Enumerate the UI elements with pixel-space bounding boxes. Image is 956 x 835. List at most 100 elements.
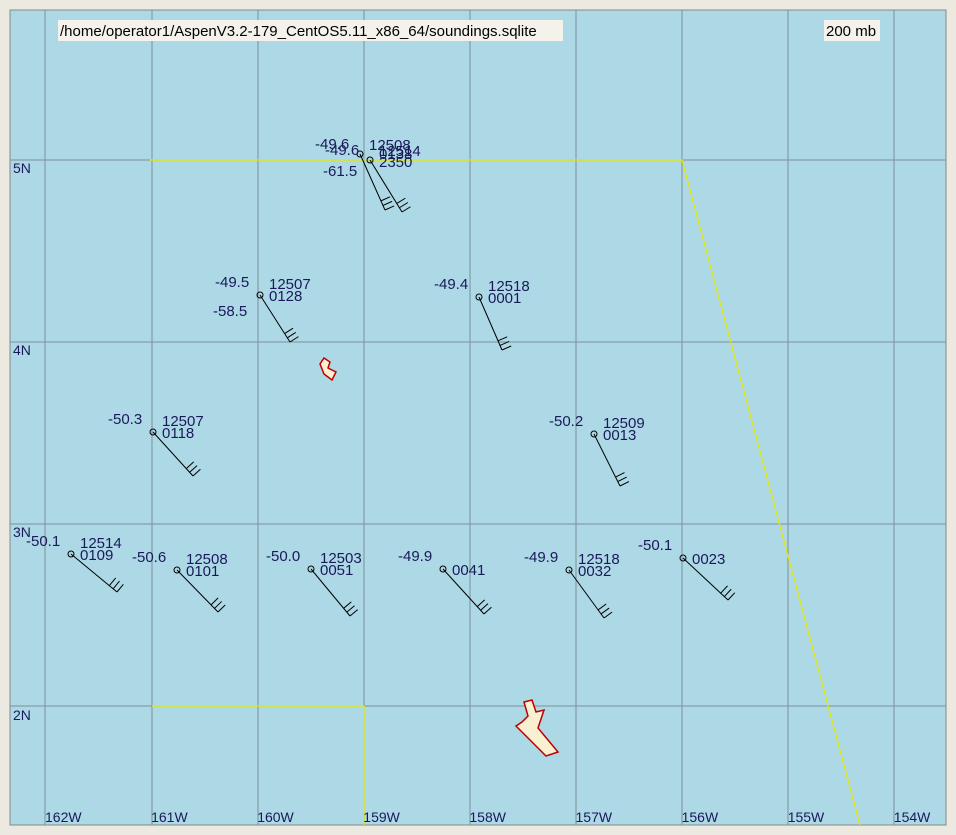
- time: 0013: [603, 427, 636, 444]
- barb-feather: [499, 340, 510, 346]
- barb-feather: [112, 580, 120, 590]
- islands: [319, 356, 560, 757]
- station-id: 12518: [488, 278, 530, 295]
- barb-feather: [720, 585, 728, 594]
- barb-staff: [310, 568, 351, 617]
- time: 0023: [692, 551, 725, 568]
- station-id: 12507: [162, 413, 204, 430]
- map-area: [9, 9, 947, 826]
- time: 0138: [379, 146, 412, 163]
- barb-feather: [116, 583, 124, 593]
- barb-feather: [723, 588, 732, 597]
- station-id: 12508: [186, 551, 228, 568]
- barb-feather: [483, 606, 492, 615]
- station-marker: [475, 293, 483, 301]
- station-marker: [307, 565, 315, 573]
- temperature: -50.1: [26, 533, 60, 550]
- barb-feather: [597, 603, 607, 611]
- barb-staff: [682, 557, 729, 601]
- time: 0041: [452, 562, 485, 579]
- level-box: [824, 20, 880, 41]
- barb-feather: [600, 607, 610, 615]
- dewpoint: -58.5: [213, 303, 247, 320]
- time: 0101: [186, 563, 219, 580]
- station-marker: [366, 156, 374, 164]
- station-id: 12509: [603, 415, 645, 432]
- barb-feather: [497, 336, 508, 342]
- station-marker: [565, 566, 573, 574]
- barb-feather: [349, 609, 359, 617]
- boundary: [150, 159, 861, 826]
- lat-label: 3N: [13, 524, 31, 540]
- barb-feather: [603, 611, 613, 619]
- barb-feather: [380, 196, 391, 202]
- station: -49.6 12508: [315, 136, 411, 211]
- barb-feather: [476, 599, 485, 607]
- barb-staff: [152, 431, 194, 477]
- barb-feather: [501, 345, 512, 351]
- file-path: /home/operator1/AspenV3.2-179_CentOS5.11…: [60, 23, 537, 40]
- temperature: -50.0: [266, 548, 300, 565]
- barb-staff: [442, 568, 485, 615]
- lat-label: 2N: [13, 707, 31, 723]
- dewpoint: -61.5: [323, 163, 357, 180]
- temperature: -50.3: [108, 411, 142, 428]
- barb-feather: [396, 197, 406, 204]
- station-id: 12503: [320, 550, 362, 567]
- lon-label: 158W: [469, 809, 506, 825]
- barb-feather: [480, 603, 489, 611]
- temperature: -49.6: [315, 136, 349, 153]
- barb-feather: [401, 206, 411, 213]
- barb-feather: [185, 461, 195, 469]
- time: 0051: [320, 562, 353, 579]
- barb-feather: [192, 468, 201, 477]
- station-id: 12514: [80, 535, 122, 552]
- barb-staff: [70, 553, 118, 593]
- barb-staff: [593, 433, 621, 487]
- barb-feather: [343, 601, 352, 609]
- temperature: -50.6: [132, 549, 166, 566]
- barb-feather: [189, 465, 198, 473]
- time: 2350: [379, 154, 412, 171]
- temperature: -50.2: [549, 413, 583, 430]
- temperature: -49.5: [215, 274, 249, 291]
- lat-label: 4N: [13, 342, 31, 358]
- barb-feather: [217, 604, 226, 613]
- barb-feather: [210, 597, 219, 606]
- barb-staff: [259, 294, 291, 343]
- lon-label: 155W: [788, 809, 825, 825]
- temperature: -49.6: [325, 142, 359, 159]
- barb-feather: [399, 202, 409, 209]
- barb-feather: [617, 476, 627, 482]
- station-marker: [679, 554, 687, 562]
- time: 0001: [488, 290, 521, 307]
- lat-label: 5N: [13, 160, 31, 176]
- station-marker: [356, 150, 364, 158]
- axis-labels: 5N 4N 3N 2N 162W 161W 160W 159W 158W 157W 156W 155W…: [13, 160, 931, 825]
- lon-label: 162W: [45, 809, 82, 825]
- station-id: 12514: [379, 143, 421, 160]
- time: 0109: [80, 547, 113, 564]
- barb-feather: [384, 205, 395, 211]
- level: 200 mb: [826, 23, 876, 40]
- barb-feather: [108, 577, 117, 586]
- temperature: -49.9: [524, 549, 558, 566]
- temperature: -50.1: [638, 537, 672, 554]
- barb-staff: [478, 296, 503, 351]
- barb-staff: [176, 569, 219, 613]
- station-marker: [149, 428, 157, 436]
- path-box: [58, 20, 563, 41]
- lon-label: 161W: [151, 809, 188, 825]
- lon-label: 157W: [576, 809, 613, 825]
